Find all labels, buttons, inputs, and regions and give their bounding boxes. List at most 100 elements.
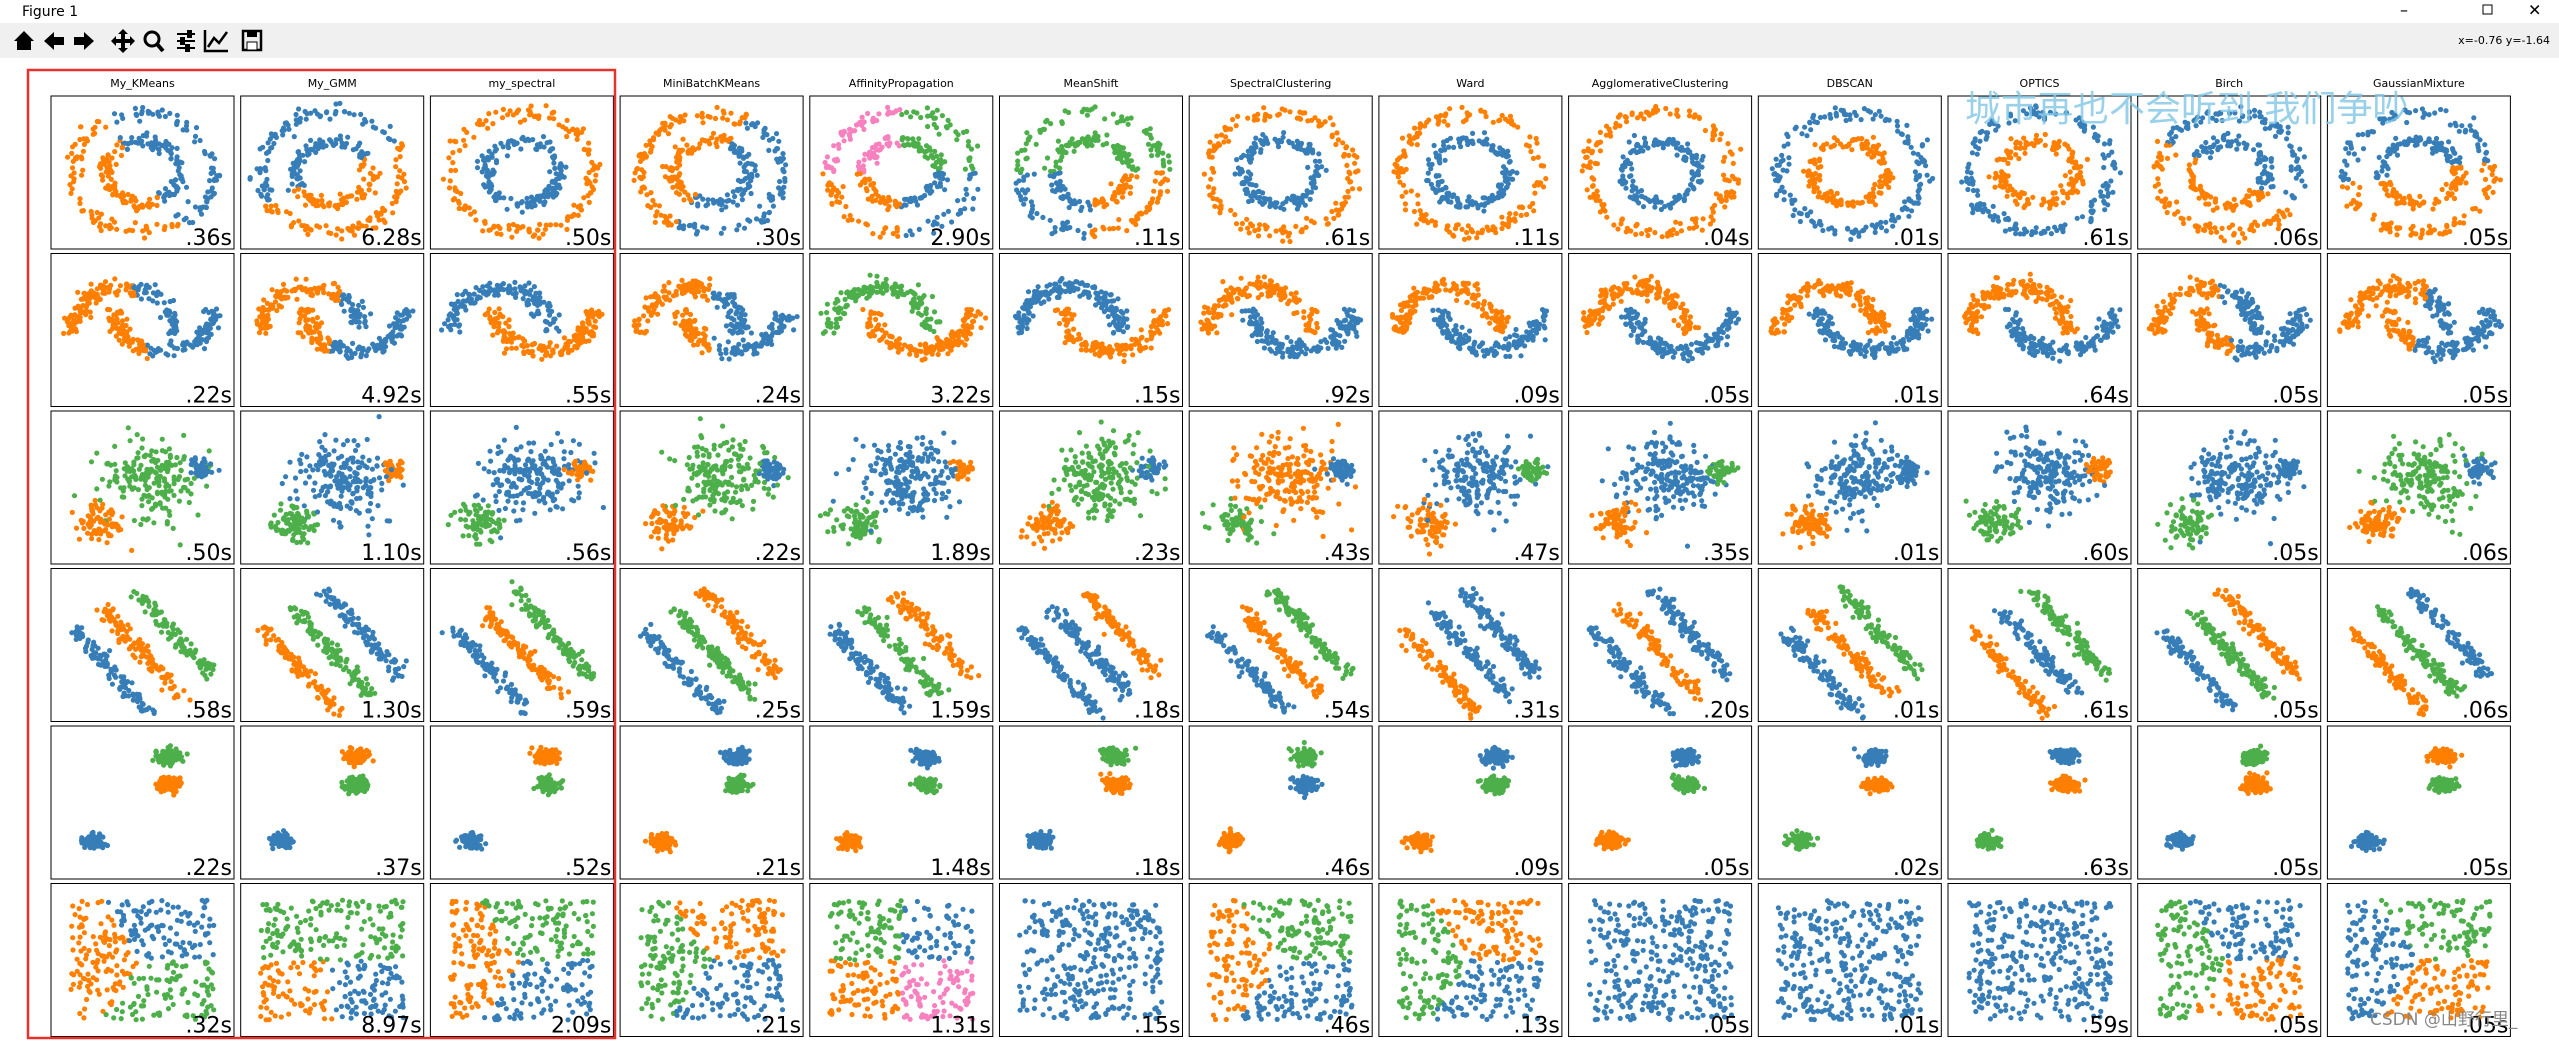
point [1657, 140, 1662, 145]
point [760, 135, 765, 140]
point [1125, 116, 1130, 121]
point [1258, 150, 1263, 155]
point [377, 171, 382, 176]
point [1282, 108, 1287, 113]
point [1527, 144, 1532, 149]
point [448, 178, 453, 183]
point [489, 184, 494, 189]
point [895, 141, 900, 146]
point [524, 196, 529, 201]
point [527, 138, 532, 143]
point [582, 147, 587, 152]
point [904, 110, 909, 115]
point [1479, 202, 1484, 207]
point [205, 189, 210, 194]
point [1492, 226, 1497, 231]
point [1527, 134, 1532, 139]
close[interactable]: ✕ [2528, 1, 2541, 20]
point [743, 120, 748, 125]
point [1233, 171, 1238, 176]
point [308, 138, 313, 143]
point [371, 165, 376, 170]
point [153, 141, 158, 146]
point [1492, 150, 1497, 155]
point [485, 155, 490, 160]
point [447, 185, 452, 190]
point [1464, 230, 1469, 235]
point [1138, 211, 1143, 216]
point [1265, 141, 1270, 146]
point [1060, 121, 1065, 126]
configure-button[interactable] [177, 31, 195, 51]
point [65, 155, 70, 160]
point [902, 143, 907, 148]
minimize[interactable]: – [2400, 1, 2408, 20]
point [1628, 195, 1633, 200]
point [557, 185, 562, 190]
point [940, 113, 945, 118]
point [318, 113, 323, 118]
point [537, 199, 542, 204]
point [1699, 158, 1704, 163]
point [916, 145, 921, 150]
point [1245, 226, 1250, 231]
point [1426, 171, 1431, 176]
point [713, 116, 718, 121]
point [1016, 178, 1021, 183]
point [461, 127, 466, 132]
point [748, 178, 753, 183]
point [168, 156, 173, 161]
point [93, 218, 98, 223]
time-label: .36s [186, 226, 232, 251]
point [883, 225, 888, 230]
point [1052, 172, 1057, 177]
point [319, 193, 324, 198]
point [766, 148, 771, 153]
point [501, 107, 506, 112]
time-label: .30s [755, 226, 801, 251]
point [1148, 126, 1153, 131]
point [742, 165, 747, 170]
point [836, 190, 841, 195]
point [885, 105, 890, 110]
point [157, 191, 162, 196]
point [1719, 199, 1724, 204]
point [393, 157, 398, 162]
point [842, 138, 847, 143]
point [1490, 143, 1495, 148]
point [1470, 139, 1475, 144]
point [1879, 114, 1884, 119]
point [651, 137, 656, 142]
point [361, 195, 366, 200]
point [1048, 121, 1053, 126]
point [1681, 157, 1686, 162]
point [1604, 133, 1609, 138]
point [637, 153, 642, 158]
point [939, 152, 944, 157]
point [1274, 228, 1279, 233]
point [97, 164, 102, 169]
point [1135, 166, 1140, 171]
point [396, 191, 401, 196]
point [1072, 149, 1077, 154]
point [1729, 189, 1734, 194]
point [736, 223, 741, 228]
point [1067, 205, 1072, 210]
point [334, 137, 339, 142]
point [864, 186, 869, 191]
point [535, 228, 540, 233]
subplot: 2.90s [810, 96, 993, 251]
point [1112, 146, 1117, 151]
point [724, 199, 729, 204]
point [590, 167, 595, 172]
point [1021, 202, 1026, 207]
point [1604, 124, 1609, 129]
point [296, 156, 301, 161]
point [402, 179, 407, 184]
point [537, 236, 542, 241]
point [1418, 123, 1423, 128]
point [203, 151, 208, 156]
point [1057, 166, 1062, 171]
point [501, 195, 506, 200]
point [1436, 121, 1441, 126]
